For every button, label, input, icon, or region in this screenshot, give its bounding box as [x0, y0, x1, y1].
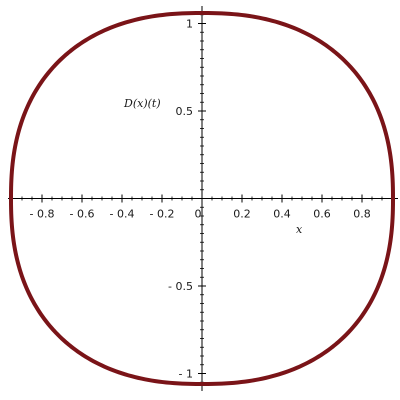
y-axis-label: D(x)(t)	[123, 97, 161, 110]
tick-marks	[11, 14, 393, 383]
tick-labels: - 0.8 - 0.6 - 0.4 - 0.2 0 0.2 0.4 0.6 0.8 1 0.5 - 0…	[30, 18, 371, 381]
x-tick-label: - 0.2	[150, 208, 175, 221]
x-tick-label: 0.2	[233, 208, 251, 221]
x-tick-label: - 0.8	[30, 208, 55, 221]
x-axis-label: x	[296, 223, 303, 236]
x-tick-label: 0.8	[353, 208, 371, 221]
x-tick-label: - 0.6	[70, 208, 95, 221]
x-tick-label: 0.4	[273, 208, 291, 221]
axes	[8, 6, 398, 391]
x-tick-label: 0	[195, 208, 202, 221]
data-curve	[9, 11, 395, 386]
y-tick-label: 0.5	[176, 105, 194, 118]
y-tick-label: 1	[186, 18, 193, 31]
y-tick-label: - 1	[179, 368, 193, 381]
y-tick-label: - 0.5	[168, 280, 193, 293]
x-tick-label: 0.6	[313, 208, 331, 221]
x-tick-label: - 0.4	[110, 208, 135, 221]
